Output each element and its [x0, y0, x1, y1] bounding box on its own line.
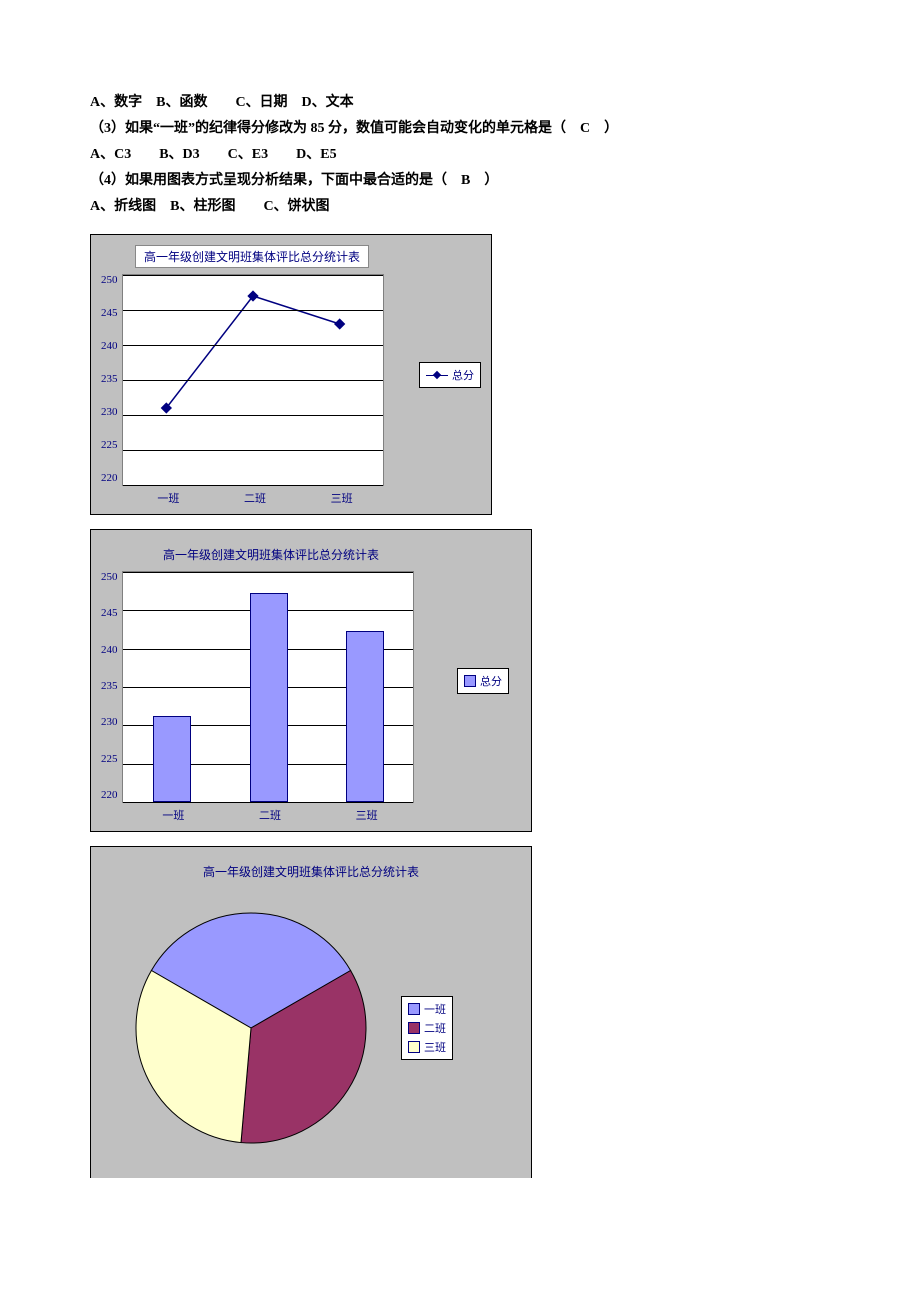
- legend-label: 二班: [424, 1020, 446, 1036]
- line-chart-plot: [122, 274, 384, 486]
- q3-stem: （3）如果“一班”的纪律得分修改为 85 分，数值可能会自动变化的单元格是（ C…: [90, 116, 830, 142]
- legend-swatch-icon: [464, 675, 476, 687]
- q4-stem: （4）如果用图表方式呈现分析结果，下面中最合适的是（ B ）: [90, 168, 830, 194]
- line-chart-legend: 总分: [419, 362, 481, 388]
- line-chart-xaxis: 一班二班三班: [125, 486, 385, 514]
- bar-chart-legend: 总分: [457, 668, 509, 694]
- line-chart-yaxis: 250245240235230225220: [91, 274, 122, 484]
- bar-chart-box: 高一年级创建文明班集体评比总分统计表 250245240235230225220…: [90, 529, 532, 832]
- q4-options: A、折线图 B、柱形图 C、饼状图: [90, 194, 830, 220]
- pie-chart-title: 高一年级创建文明班集体评比总分统计表: [195, 861, 427, 882]
- line-chart-title: 高一年级创建文明班集体评比总分统计表: [135, 245, 369, 268]
- legend-label: 总分: [480, 673, 502, 689]
- q3-options: A、C3 B、D3 C、E3 D、E5: [90, 142, 830, 168]
- document-page: A、数字 B、函数 C、日期 D、文本 （3）如果“一班”的纪律得分修改为 85…: [0, 0, 920, 1218]
- legend-swatch-icon: [408, 1041, 420, 1053]
- q2-options: A、数字 B、函数 C、日期 D、文本: [90, 90, 830, 116]
- legend-swatch-icon: [408, 1003, 420, 1015]
- pie-chart-box: 高一年级创建文明班集体评比总分统计表 一班 二班 三班: [90, 846, 532, 1178]
- pie-chart-legend: 一班 二班 三班: [401, 996, 453, 1060]
- legend-line-marker-icon: [426, 370, 448, 380]
- bar-chart-title: 高一年级创建文明班集体评比总分统计表: [155, 544, 387, 565]
- bar-chart-plot: [122, 571, 414, 803]
- line-chart-box: 高一年级创建文明班集体评比总分统计表 250245240235230225220…: [90, 234, 492, 515]
- legend-swatch-icon: [408, 1022, 420, 1034]
- legend-label: 总分: [452, 367, 474, 383]
- legend-label: 三班: [424, 1039, 446, 1055]
- bar-chart-yaxis: 250245240235230225220: [91, 571, 122, 801]
- pie-chart-svg: [131, 908, 371, 1148]
- bar-chart-xaxis: 一班二班三班: [125, 803, 415, 831]
- legend-label: 一班: [424, 1001, 446, 1017]
